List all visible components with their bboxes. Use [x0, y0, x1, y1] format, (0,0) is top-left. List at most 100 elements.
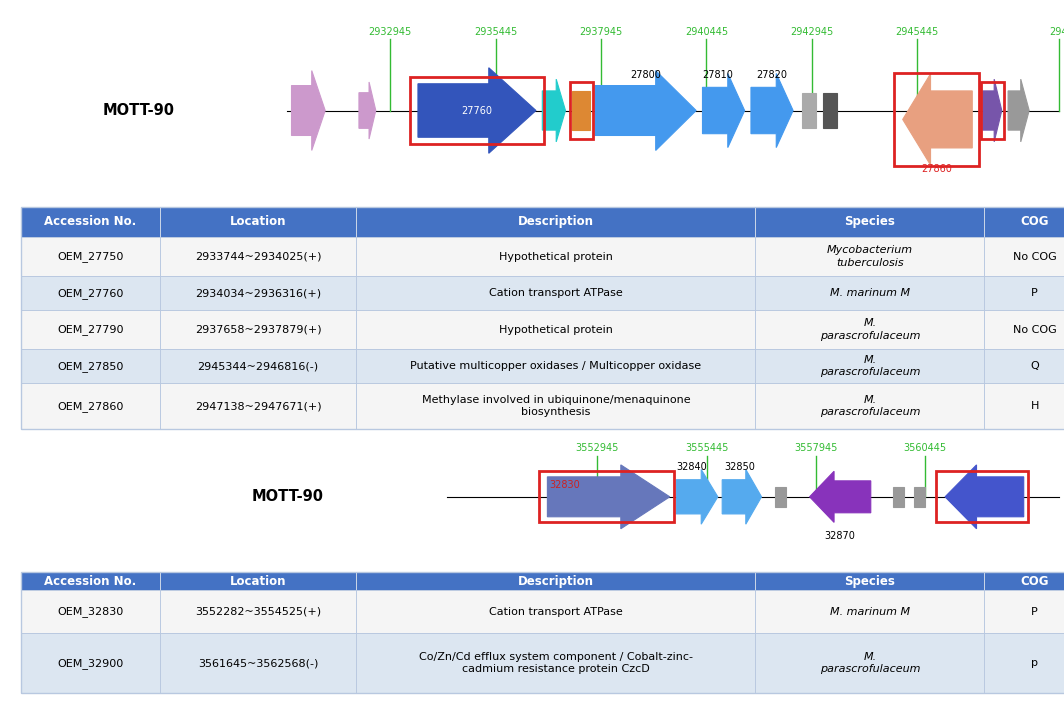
Bar [801, 93, 816, 128]
Bar [755, 237, 984, 276]
Text: Location: Location [230, 215, 286, 228]
Text: p: p [1031, 658, 1038, 668]
Text: Hypothetical protein: Hypothetical protein [499, 252, 613, 262]
Bar [984, 207, 1064, 237]
Text: 2937658~2937879(+): 2937658~2937879(+) [195, 324, 321, 334]
Bar [21, 310, 160, 349]
Bar [160, 310, 356, 349]
Text: COG: COG [1020, 215, 1049, 228]
Text: 32830: 32830 [549, 481, 580, 491]
Text: COG: COG [1020, 575, 1049, 588]
Bar [356, 349, 755, 383]
Text: Description: Description [518, 215, 594, 228]
Text: OEM_27790: OEM_27790 [57, 324, 123, 335]
Bar [755, 590, 984, 633]
Text: Co/Zn/Cd efflux system component / Cobalt-zinc-
cadmium resistance protein CzcD: Co/Zn/Cd efflux system component / Cobal… [419, 652, 693, 674]
Text: 3552282~3554525(+): 3552282~3554525(+) [195, 607, 321, 617]
Bar [160, 237, 356, 276]
Text: M.
parascrofulaceum: M. parascrofulaceum [819, 652, 920, 674]
Text: 2935445: 2935445 [475, 27, 517, 37]
Text: 2940445: 2940445 [685, 27, 728, 37]
Text: MOTT-90: MOTT-90 [251, 489, 323, 504]
Bar [160, 276, 356, 310]
Polygon shape [418, 68, 536, 153]
Bar [21, 572, 1064, 693]
Text: Description: Description [518, 575, 594, 588]
Text: M.
parascrofulaceum: M. parascrofulaceum [819, 395, 920, 417]
Polygon shape [1008, 79, 1029, 142]
Bar [984, 237, 1064, 276]
Text: OEM_32900: OEM_32900 [57, 657, 123, 669]
Bar [893, 486, 903, 507]
Text: OEM_32830: OEM_32830 [57, 606, 123, 617]
Bar [21, 572, 160, 590]
Bar [356, 276, 755, 310]
Polygon shape [751, 73, 793, 148]
Bar [538, 471, 675, 523]
Text: OEM_27750: OEM_27750 [57, 251, 123, 262]
Text: M. marinum M: M. marinum M [830, 607, 910, 617]
Bar [755, 349, 984, 383]
Polygon shape [722, 469, 762, 524]
Text: Q: Q [1030, 361, 1040, 371]
Bar [571, 91, 589, 130]
Bar [21, 207, 160, 237]
Bar [21, 237, 160, 276]
Bar [21, 349, 160, 383]
Text: 3552945: 3552945 [576, 443, 619, 453]
Text: 2947138~2947671(+): 2947138~2947671(+) [195, 401, 321, 411]
Text: No COG: No COG [1013, 252, 1057, 262]
Polygon shape [810, 471, 870, 523]
Polygon shape [547, 465, 669, 529]
Text: Location: Location [230, 575, 286, 588]
Text: 2937945: 2937945 [580, 27, 622, 37]
Text: 27860: 27860 [921, 164, 952, 174]
Text: Species: Species [845, 575, 895, 588]
Bar [160, 349, 356, 383]
Polygon shape [543, 79, 565, 142]
Text: P: P [1031, 607, 1038, 617]
Polygon shape [945, 465, 1024, 529]
Text: M.
parascrofulaceum: M. parascrofulaceum [819, 355, 920, 377]
Bar [410, 77, 545, 145]
Bar [160, 207, 356, 237]
Text: 27810: 27810 [702, 70, 733, 80]
Bar [984, 383, 1064, 429]
Text: 3557945: 3557945 [794, 443, 837, 453]
Text: No COG: No COG [1013, 324, 1057, 334]
Text: Hypothetical protein: Hypothetical protein [499, 324, 613, 334]
Bar [160, 383, 356, 429]
Text: Cation transport ATPase: Cation transport ATPase [489, 288, 622, 298]
Text: 2945445: 2945445 [896, 27, 938, 37]
Bar [936, 471, 1028, 523]
Text: OEM_27760: OEM_27760 [57, 288, 123, 299]
Bar [356, 633, 755, 693]
Text: Mycobacterium
tuberculosis: Mycobacterium tuberculosis [827, 245, 913, 268]
Text: M.
parascrofulaceum: M. parascrofulaceum [819, 319, 920, 341]
Text: P: P [1031, 288, 1038, 298]
Bar [914, 486, 926, 507]
Polygon shape [292, 71, 326, 150]
Text: 27760: 27760 [462, 106, 493, 116]
Bar [160, 590, 356, 633]
Text: M. marinum M: M. marinum M [830, 288, 910, 298]
Bar [356, 207, 755, 237]
Bar [21, 276, 160, 310]
Polygon shape [983, 79, 1002, 142]
Text: 32840: 32840 [677, 462, 706, 472]
Bar [755, 276, 984, 310]
Bar [356, 383, 755, 429]
Bar [755, 383, 984, 429]
Text: MOTT-90: MOTT-90 [102, 103, 174, 118]
Bar [984, 310, 1064, 349]
Bar [755, 207, 984, 237]
Text: 294: 294 [1049, 27, 1064, 37]
Text: Putative multicopper oxidases / Multicopper oxidase: Putative multicopper oxidases / Multicop… [411, 361, 701, 371]
Polygon shape [702, 73, 745, 148]
Bar [984, 633, 1064, 693]
Bar [755, 572, 984, 590]
Bar [21, 383, 160, 429]
Bar [21, 590, 160, 633]
Bar [160, 633, 356, 693]
Bar [21, 633, 160, 693]
